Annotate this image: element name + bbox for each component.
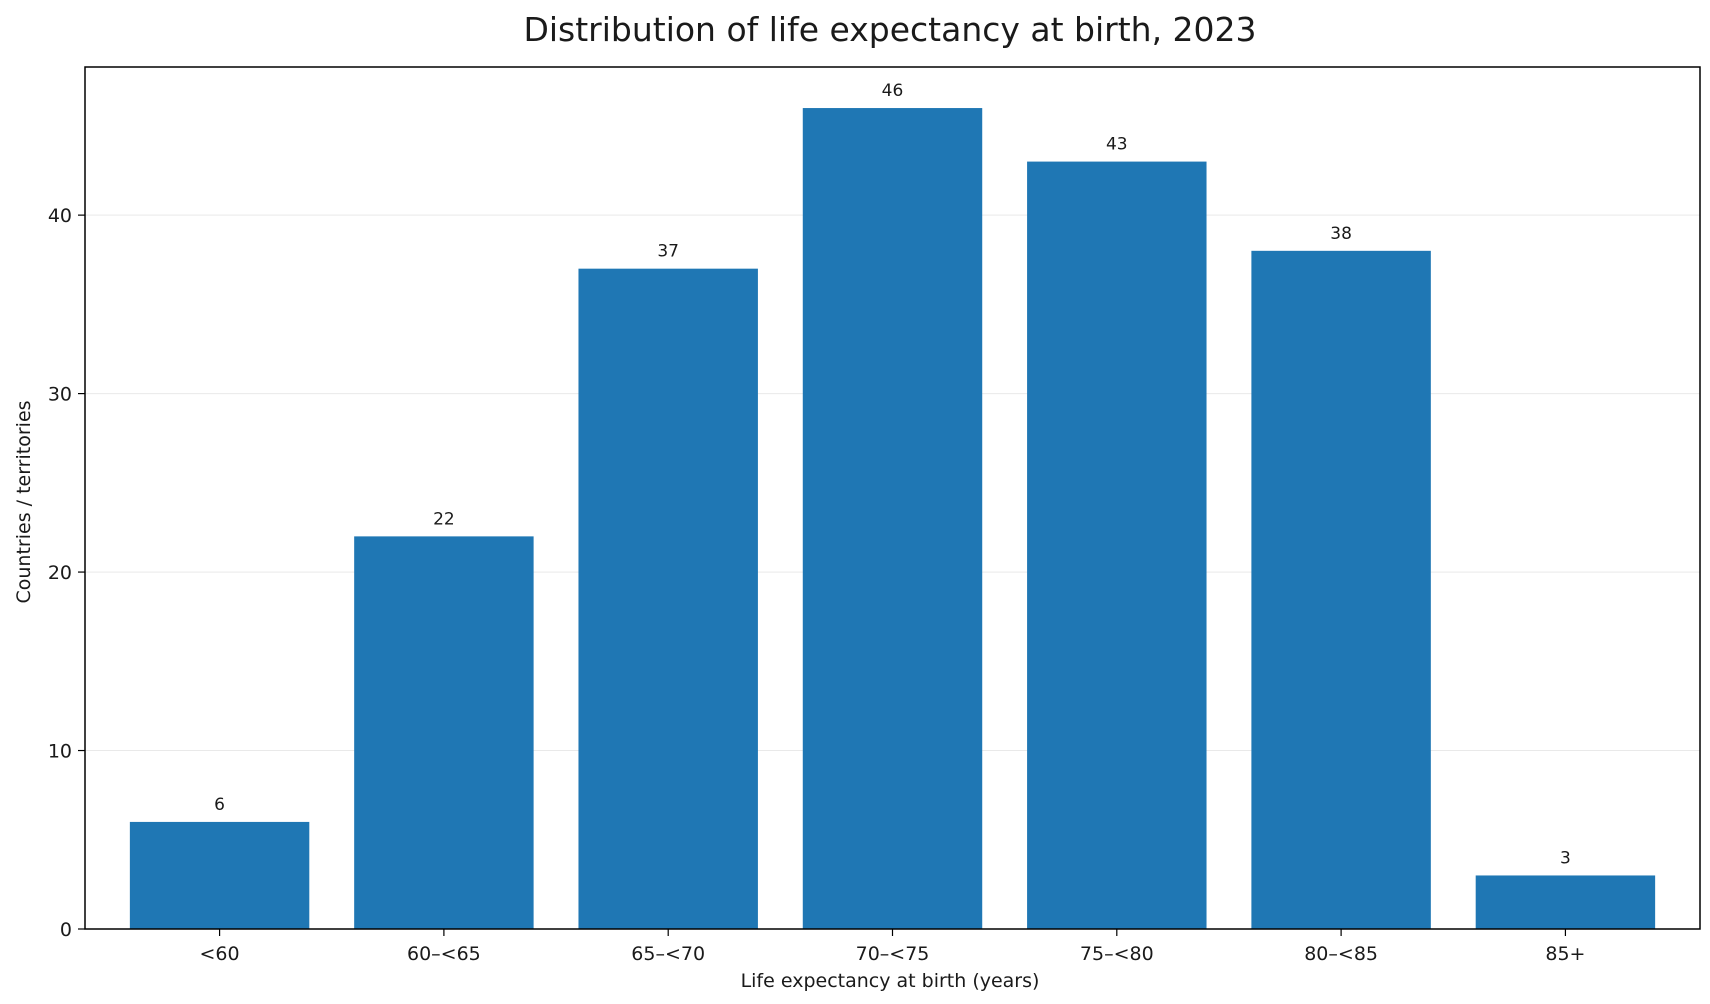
- bar-value-label: 6: [214, 795, 225, 815]
- plot-frame: [84, 66, 1701, 930]
- bar-value-label: 37: [657, 242, 679, 262]
- x-tick-label: 65–<70: [631, 943, 705, 965]
- y-tick-label: 20: [48, 562, 72, 584]
- bar: [802, 108, 983, 930]
- bar-value-label: 3: [1560, 848, 1571, 868]
- bar-value-label: 43: [1106, 135, 1128, 155]
- chart-title: Distribution of life expectancy at birth…: [523, 10, 1256, 49]
- y-tick-label: 30: [48, 384, 72, 406]
- bar: [578, 268, 758, 930]
- y-tick-label: 40: [48, 205, 72, 227]
- x-tick-label: 75–<80: [1080, 943, 1154, 965]
- x-tick-label: <60: [200, 943, 240, 965]
- x-axis-label: Life expectancy at birth (years): [741, 970, 1040, 992]
- plot-area: 6 <60 22 60–<65 37 65–<70 46 70–<75 43 75–<80 38 80…: [48, 66, 1701, 965]
- bar: [1475, 875, 1656, 929]
- x-tick-label: 85+: [1545, 943, 1585, 965]
- bar: [354, 536, 534, 929]
- bar: [1251, 250, 1431, 929]
- bar-value-label: 38: [1330, 224, 1352, 244]
- bar-value-label: 22: [433, 509, 455, 529]
- x-tick-label: 80–<85: [1304, 943, 1378, 965]
- bar: [129, 821, 310, 929]
- x-tick-label: 70–<75: [856, 943, 930, 965]
- x-tick-label: 60–<65: [407, 943, 481, 965]
- bar: [1027, 161, 1207, 929]
- y-axis-label: Countries / territories: [13, 400, 35, 603]
- y-tick-label: 10: [48, 741, 72, 763]
- bar-value-label: 46: [882, 81, 904, 101]
- y-tick-label: 0: [60, 919, 72, 941]
